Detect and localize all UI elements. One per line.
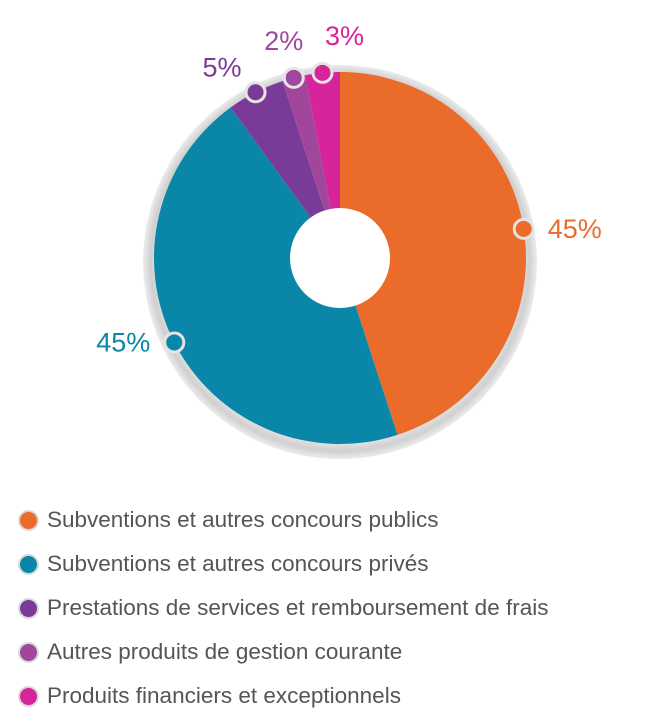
legend-item-5: Produits financiers et exceptionnels	[18, 674, 648, 718]
slice-marker-4	[282, 66, 305, 89]
donut-hole	[290, 208, 390, 308]
legend: Subventions et autres concours publics Su…	[18, 498, 648, 718]
slice-label-2: 45%	[96, 327, 150, 357]
legend-swatch-2	[18, 553, 39, 575]
legend-swatch-4	[18, 641, 39, 663]
slice-marker-1	[512, 217, 535, 240]
pie-slice-1	[340, 72, 527, 435]
slice-marker-2	[163, 331, 186, 354]
legend-swatch-3	[18, 597, 39, 619]
legend-label-1: Subventions et autres concours publics	[47, 507, 439, 532]
slice-label-4: 2%	[264, 26, 303, 56]
donut-chart: 45% 45% 5% 2% 3%	[96, 21, 602, 459]
legend-item-1: Subventions et autres concours publics	[18, 498, 648, 542]
legend-label-5: Produits financiers et exceptionnels	[47, 683, 401, 708]
legend-label-2: Subventions et autres concours privés	[47, 551, 429, 576]
slice-label-5: 3%	[325, 21, 364, 51]
slice-label-3: 5%	[203, 52, 242, 82]
slice-marker-3	[244, 81, 267, 104]
legend-item-4: Autres produits de gestion courante	[18, 630, 648, 674]
legend-label-4: Autres produits de gestion courante	[47, 639, 403, 664]
pie-slice-3	[230, 81, 340, 258]
pie-slice-2	[153, 107, 398, 445]
legend-item-2: Subventions et autres concours privés	[18, 542, 648, 586]
legend-swatch-5	[18, 685, 39, 707]
legend-label-3: Prestations de services et remboursement…	[47, 595, 549, 620]
slice-marker-5	[311, 61, 334, 84]
legend-item-3: Prestations de services et remboursement…	[18, 586, 648, 630]
legend-swatch-1	[18, 509, 39, 531]
slice-label-1: 45%	[548, 214, 602, 244]
